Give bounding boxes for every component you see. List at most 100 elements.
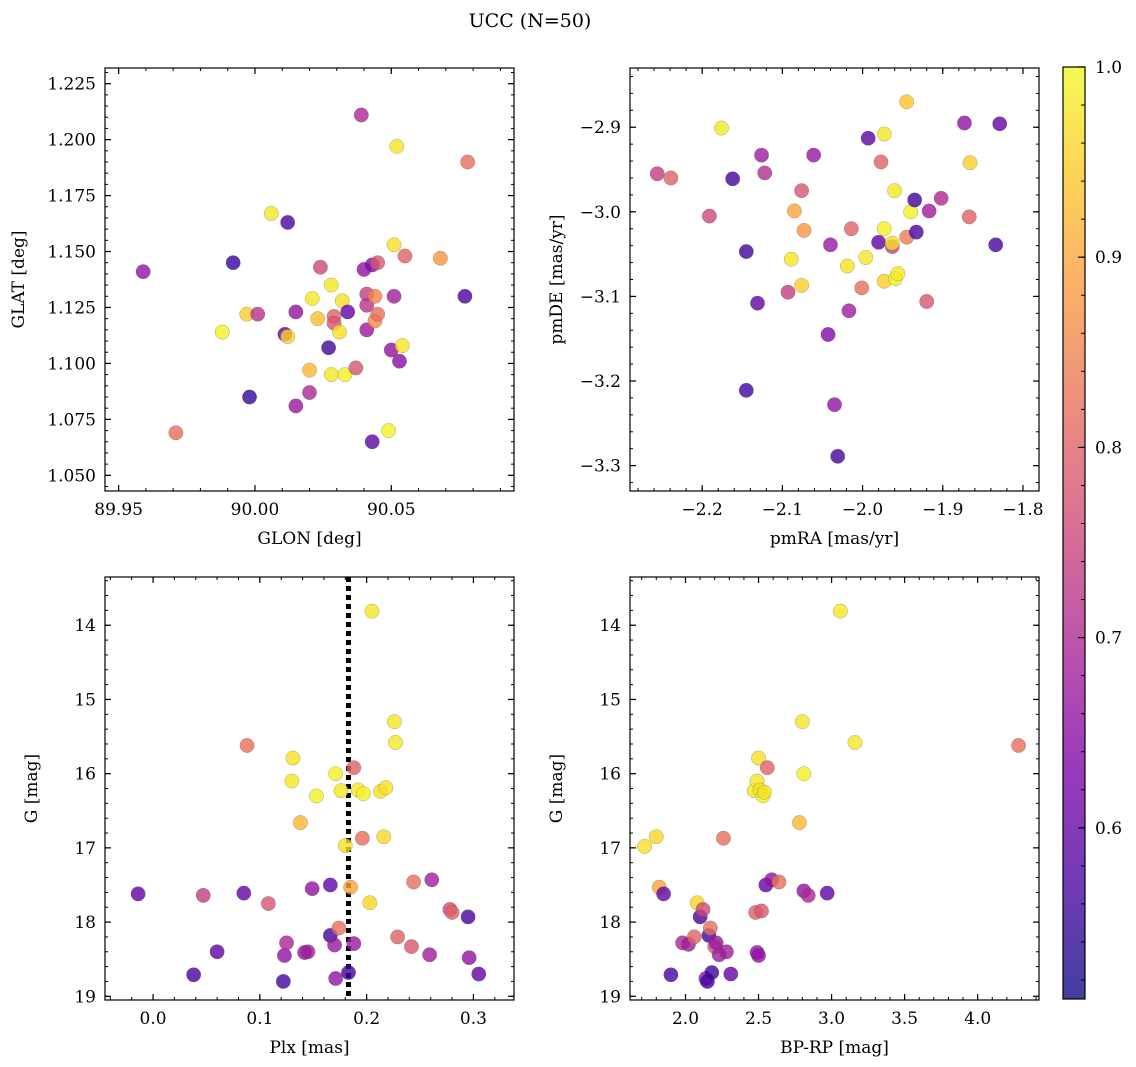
data-point: [327, 937, 342, 953]
data-point: [648, 829, 664, 845]
x-tick-label: −1.9: [922, 500, 963, 520]
data-point: [130, 886, 146, 902]
data-point: [280, 329, 296, 344]
x-tick-label: −1.8: [1002, 500, 1043, 520]
scatter-points: [135, 107, 476, 450]
y-tick-label: 14: [74, 616, 96, 636]
data-point: [843, 221, 859, 237]
data-point: [847, 735, 863, 750]
data-point: [367, 288, 383, 304]
data-point: [397, 248, 413, 264]
data-point: [332, 324, 347, 340]
data-point: [300, 944, 316, 960]
data-point: [263, 206, 279, 221]
data-point: [353, 107, 369, 123]
x-tick-label: 90.05: [367, 500, 416, 520]
data-point: [1011, 738, 1026, 753]
data-point: [663, 967, 679, 983]
y-tick-label: 1.075: [47, 410, 96, 430]
data-point: [686, 929, 702, 945]
data-point: [333, 783, 349, 799]
data-point: [310, 311, 326, 327]
x-tick-label: −2.2: [682, 500, 723, 520]
data-point: [756, 784, 772, 800]
data-point: [242, 389, 257, 405]
data-point: [209, 944, 225, 960]
y-tick-label: 19: [74, 987, 96, 1007]
data-point: [280, 215, 296, 230]
data-point: [961, 209, 977, 225]
data-point: [794, 183, 810, 199]
data-point: [796, 766, 812, 782]
x-axis-label: pmRA [mas/yr]: [770, 529, 899, 549]
data-point: [751, 750, 766, 766]
colorbar-tick-label: 0.7: [1095, 629, 1122, 649]
y-tick-label: 14: [599, 616, 621, 636]
data-point: [759, 760, 775, 776]
x-tick-label: 2.5: [745, 1009, 772, 1029]
data-point: [858, 250, 874, 265]
data-point: [461, 950, 477, 966]
data-point: [424, 872, 440, 888]
data-point: [328, 766, 344, 782]
data-point: [394, 338, 410, 353]
x-tick-label: 0.1: [246, 1009, 273, 1029]
data-point: [214, 324, 230, 340]
data-point: [309, 788, 324, 804]
data-point: [388, 735, 403, 750]
data-point: [783, 251, 799, 267]
data-point: [701, 208, 717, 224]
y-axis-label: G [mag]: [547, 754, 567, 823]
data-point: [854, 280, 870, 296]
x-tick-label: −2.1: [762, 500, 803, 520]
colorbar-tick-label: 0.8: [1095, 438, 1122, 458]
data-point: [323, 367, 339, 383]
data-point: [186, 967, 202, 983]
data-point: [714, 120, 729, 136]
y-tick-label: 1.100: [47, 354, 96, 374]
data-point: [390, 929, 406, 945]
data-point: [337, 838, 353, 854]
x-tick-label: 3.5: [891, 1009, 918, 1029]
data-point: [313, 259, 328, 275]
y-tick-label: 1.200: [47, 131, 96, 151]
data-point: [302, 385, 317, 400]
data-point: [331, 920, 347, 936]
data-point: [354, 830, 370, 846]
data-point: [370, 255, 386, 271]
data-point: [754, 147, 769, 163]
y-tick-label: 16: [599, 765, 621, 785]
data-point: [444, 905, 460, 920]
data-point: [346, 760, 362, 776]
data-point: [827, 397, 842, 413]
data-point: [823, 237, 838, 253]
data-point: [957, 115, 972, 131]
y-tick-label: 17: [74, 839, 96, 859]
data-point: [471, 966, 487, 982]
x-tick-label: 3.0: [818, 1009, 845, 1029]
colorbar-tick-label: 0.9: [1095, 248, 1122, 268]
colorbar-gradient: [1062, 66, 1086, 1000]
data-point: [830, 448, 846, 464]
data-point: [457, 288, 473, 304]
data-point: [794, 278, 810, 293]
data-point: [362, 895, 378, 911]
panel-bprp-g: 2.0 2.5 3.0 3.5 4.0 14 15 16 17 18 19 BP-RP [mag] G …: [547, 576, 1040, 1058]
data-point: [386, 288, 402, 304]
y-tick-label: 1.225: [47, 75, 96, 95]
data-point: [432, 250, 448, 266]
axes-frame: [104, 67, 515, 492]
data-point: [225, 255, 241, 271]
y-tick-label: −3.2: [580, 372, 621, 392]
data-point: [771, 874, 787, 890]
data-point: [376, 829, 392, 845]
data-point: [343, 879, 359, 895]
data-point: [754, 903, 769, 919]
data-point: [656, 886, 671, 902]
data-point: [750, 295, 765, 311]
data-point: [887, 183, 903, 199]
data-point: [404, 939, 419, 954]
y-tick-label: 1.125: [47, 298, 96, 318]
y-tick-label: 1.150: [47, 243, 96, 263]
y-tick-label: 1.050: [47, 466, 96, 486]
